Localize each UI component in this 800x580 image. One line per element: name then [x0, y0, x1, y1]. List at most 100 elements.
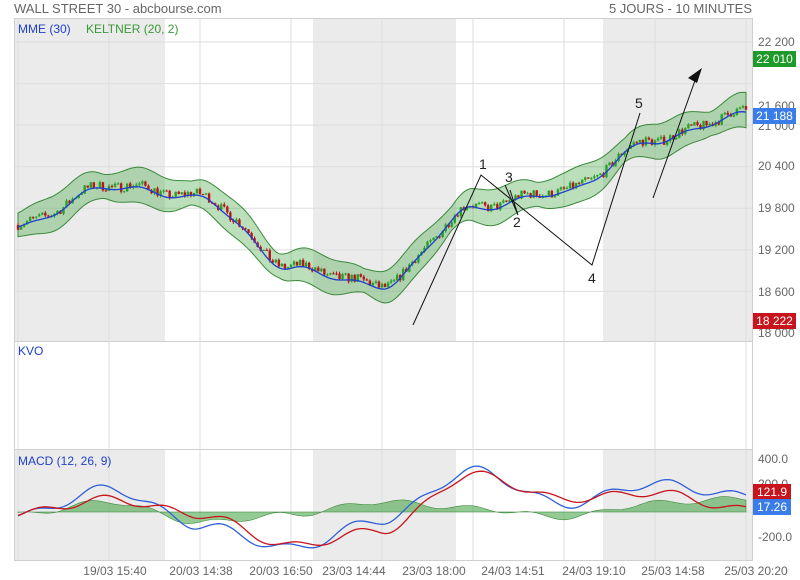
candle-body	[344, 273, 347, 275]
macd-badge-red: 121.9	[753, 484, 791, 500]
candle-body	[271, 260, 274, 263]
candle-body	[320, 268, 323, 272]
candle-body	[517, 195, 520, 199]
candle-body	[590, 177, 593, 179]
candle-body	[656, 138, 660, 141]
macd-badge-blue: 17.26	[753, 499, 791, 515]
candle-body	[474, 203, 478, 208]
wave-label-4: 4	[588, 270, 596, 286]
candle-body	[89, 182, 92, 188]
wave-label-5: 5	[635, 95, 643, 111]
candle-body	[189, 192, 193, 196]
candle-body	[480, 202, 484, 204]
macd-label: MACD (12, 26, 9)	[18, 454, 111, 468]
candle-body	[584, 177, 587, 180]
y-tick: 19 800	[758, 201, 795, 215]
candle-body	[732, 114, 736, 117]
candle-body	[553, 195, 557, 198]
macd-line	[17, 465, 747, 549]
candle-body	[119, 183, 123, 192]
candle-body	[377, 281, 381, 288]
candle-body	[283, 263, 287, 269]
candle-body	[465, 207, 469, 210]
candle-body	[426, 241, 429, 248]
candle-body	[459, 207, 463, 217]
candle-body	[329, 273, 332, 275]
candle-body	[550, 190, 554, 198]
candle-body	[423, 247, 426, 252]
candle-body	[386, 282, 390, 288]
candle-body	[244, 228, 247, 230]
candle-body	[356, 274, 359, 282]
candle-body	[335, 273, 338, 275]
candle-body	[653, 140, 657, 145]
legend-mme: MME (30)	[18, 22, 71, 36]
candle-body	[493, 204, 496, 206]
candle-body	[159, 191, 162, 196]
candle-body	[165, 190, 168, 192]
candle-body	[41, 212, 44, 215]
candle-body	[611, 162, 614, 167]
svg-text:17.26: 17.26	[757, 500, 787, 514]
candle-body	[447, 224, 450, 227]
candle-body	[186, 192, 190, 196]
candle-body	[520, 190, 523, 199]
candle-body	[668, 135, 672, 142]
x-tick: 23/03 18:00	[402, 564, 466, 578]
candle-body	[729, 114, 733, 117]
candle-body	[705, 120, 708, 126]
candle-body	[490, 204, 493, 212]
chart-period[interactable]: 5 JOURS - 10 MINUTES	[608, 1, 752, 16]
candle-body	[292, 261, 296, 265]
candle-body	[347, 273, 350, 282]
candle-body	[599, 173, 602, 176]
candle-body	[593, 176, 596, 178]
candle-body	[180, 192, 183, 194]
candle-body	[635, 142, 638, 144]
candle-body	[702, 120, 705, 130]
candle-body	[556, 189, 560, 196]
candle-body	[368, 280, 372, 286]
candle-body	[198, 188, 202, 195]
candle-body	[135, 184, 138, 187]
x-tick: 25/03 20:20	[724, 564, 788, 578]
candle-body	[450, 222, 453, 227]
candle-body	[238, 219, 241, 227]
svg-text:21 188: 21 188	[756, 109, 793, 123]
candle-body	[44, 212, 47, 216]
mme-path	[17, 111, 747, 290]
svg-text:18 222: 18 222	[756, 314, 793, 328]
y-tick: 19 200	[758, 243, 795, 257]
candle-body	[662, 136, 666, 145]
candle-body	[68, 200, 71, 204]
candle-body	[350, 274, 353, 282]
candle-body	[80, 193, 83, 195]
candle-body	[326, 274, 329, 276]
candle-body	[417, 255, 420, 263]
y-tick: 20 400	[758, 159, 795, 173]
candle-body	[250, 232, 253, 239]
wave-label-1: 1	[479, 156, 487, 172]
mme-line	[17, 111, 747, 290]
candle-body	[129, 183, 132, 188]
candle-body	[738, 107, 742, 109]
candle-body	[581, 179, 584, 184]
candle-body	[696, 122, 699, 125]
panel-frames	[14, 18, 753, 561]
candle-body	[289, 264, 293, 268]
candle-body	[571, 182, 575, 189]
candle-body	[116, 183, 120, 185]
candle-body	[38, 214, 41, 217]
candle-body	[232, 220, 235, 222]
x-tick: 20/03 14:38	[169, 564, 233, 578]
macd-y-tick: 400.0	[758, 452, 788, 466]
signal-line	[17, 470, 747, 546]
candle-body	[25, 220, 29, 225]
candle-body	[332, 273, 335, 275]
candle-body	[156, 188, 159, 196]
candle-body	[638, 140, 642, 143]
candle-body	[380, 284, 384, 288]
candle-body	[708, 123, 711, 126]
candle-body	[496, 204, 499, 210]
